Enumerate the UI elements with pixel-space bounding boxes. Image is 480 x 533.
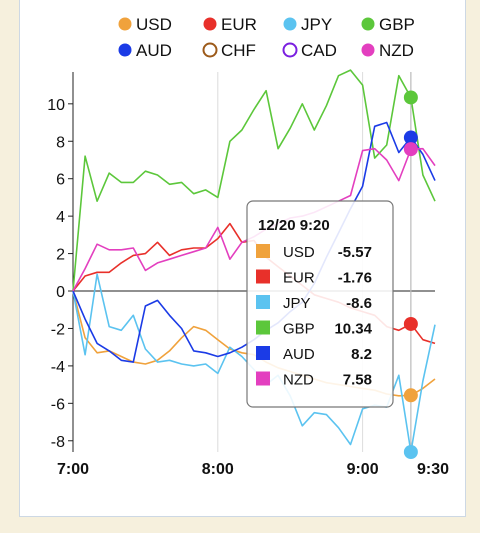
x-tick-label: 8:00 bbox=[202, 461, 234, 478]
tooltip-name-aud: AUD bbox=[283, 346, 315, 363]
legend-label-nzd[interactable]: NZD bbox=[379, 41, 414, 60]
y-tick-label: 6 bbox=[56, 172, 65, 189]
legend-marker-chf[interactable] bbox=[202, 42, 218, 58]
hover-point-usd[interactable] bbox=[403, 388, 418, 403]
x-tick-label: 9:00 bbox=[347, 461, 379, 478]
tooltip-name-gbp: GBP bbox=[283, 321, 315, 338]
tooltip-swatch-usd bbox=[256, 244, 270, 258]
hover-point-gbp[interactable] bbox=[403, 90, 418, 105]
legend-label-gbp[interactable]: GBP bbox=[379, 15, 415, 34]
tooltip-value-nzd: 7.58 bbox=[343, 372, 372, 389]
y-tick-label: 0 bbox=[56, 284, 65, 301]
x-tick-label: 7:00 bbox=[57, 461, 89, 478]
legend-label-usd[interactable]: USD bbox=[136, 15, 172, 34]
hover-point-nzd[interactable] bbox=[403, 142, 418, 157]
tooltip-value-eur: -1.76 bbox=[338, 270, 372, 287]
legend-label-chf[interactable]: CHF bbox=[221, 41, 256, 60]
tooltip-name-usd: USD bbox=[283, 244, 315, 261]
y-tick-label: -2 bbox=[51, 321, 65, 338]
tooltip-value-aud: 8.2 bbox=[351, 346, 372, 363]
legend-marker-cad[interactable] bbox=[282, 42, 298, 58]
legend-marker-eur[interactable] bbox=[203, 17, 217, 31]
tooltip-name-eur: EUR bbox=[283, 270, 315, 287]
tooltip-box bbox=[246, 200, 394, 408]
fx-strength-chart[interactable]: USD EUR JPY GBP AUD CHF CAD NZD -8 -6 -4 -2 0 2 4 6 8 10 7… bbox=[20, 0, 467, 517]
y-tick-label: 8 bbox=[56, 134, 65, 151]
tooltip-swatch-eur bbox=[256, 269, 270, 284]
tooltip-swatch-aud bbox=[256, 346, 270, 360]
legend-marker-usd[interactable] bbox=[118, 17, 132, 31]
y-tick-label: -4 bbox=[51, 359, 65, 376]
hover-point-aud[interactable] bbox=[403, 130, 418, 145]
tooltip-value-gbp: 10.34 bbox=[334, 321, 372, 338]
tooltip-swatch-jpy bbox=[256, 295, 270, 309]
hover-point-jpy[interactable] bbox=[403, 445, 418, 459]
legend-label-cad[interactable]: CAD bbox=[301, 41, 337, 60]
tooltip-name-nzd: NZD bbox=[283, 372, 314, 389]
legend-marker-gbp[interactable] bbox=[361, 17, 375, 31]
legend-label-jpy[interactable]: JPY bbox=[301, 15, 332, 34]
y-tick-label: -6 bbox=[51, 396, 65, 413]
series-line-gbp[interactable] bbox=[72, 69, 436, 292]
legend-label-aud[interactable]: AUD bbox=[136, 41, 172, 60]
legend-label-eur[interactable]: EUR bbox=[221, 15, 257, 34]
x-tick-label: 9:30 bbox=[417, 461, 449, 478]
legend-marker-jpy[interactable] bbox=[283, 17, 297, 31]
y-tick-label: 10 bbox=[47, 97, 65, 114]
tooltip-swatch-nzd bbox=[256, 371, 270, 386]
legend-marker-nzd[interactable] bbox=[361, 43, 375, 57]
hover-point-eur[interactable] bbox=[403, 316, 418, 331]
tooltip-value-usd: -5.57 bbox=[338, 244, 372, 261]
tooltip-swatch-gbp bbox=[256, 320, 270, 335]
y-tick-label: 2 bbox=[56, 247, 65, 264]
tooltip-name-jpy: JPY bbox=[283, 295, 311, 312]
chart-panel: USD EUR JPY GBP AUD CHF CAD NZD -8 -6 -4 -2 0 2 4 6 8 10 7… bbox=[19, 0, 466, 517]
y-tick-label: 4 bbox=[56, 209, 65, 226]
tooltip-title: 12/20 9:20 bbox=[258, 217, 330, 234]
y-tick-label: -8 bbox=[51, 434, 65, 451]
tooltip-value-jpy: -8.6 bbox=[346, 295, 372, 312]
legend-marker-aud[interactable] bbox=[118, 43, 132, 57]
